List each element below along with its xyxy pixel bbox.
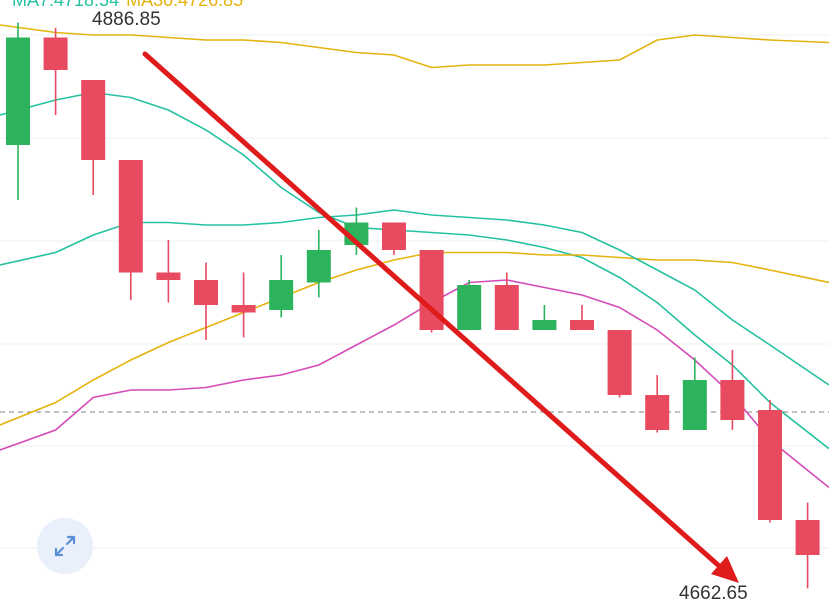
upper-band-line bbox=[0, 24, 829, 69]
trend-arrow bbox=[142, 51, 739, 583]
candle-down bbox=[382, 222, 406, 255]
candle-body bbox=[607, 330, 632, 395]
candle-down bbox=[720, 350, 745, 430]
ma30-legend-text: MA30:4726.85 bbox=[126, 0, 243, 8]
candle-body bbox=[795, 520, 820, 555]
indicator-lines bbox=[0, 24, 829, 489]
candle-body bbox=[570, 320, 594, 330]
candle-body bbox=[758, 410, 782, 520]
candle-down bbox=[795, 502, 820, 589]
candle-body bbox=[269, 280, 294, 310]
candle-up bbox=[532, 305, 557, 330]
candle-up bbox=[306, 230, 331, 298]
candle-up bbox=[6, 22, 30, 200]
expand-chart-button[interactable] bbox=[37, 518, 93, 574]
candle-down bbox=[43, 27, 68, 115]
candle-body bbox=[682, 380, 707, 430]
candle-down bbox=[570, 305, 594, 330]
candle-body bbox=[532, 320, 557, 330]
high-price-label: 4886.85 bbox=[92, 9, 161, 30]
candle-body bbox=[306, 250, 331, 283]
candle-body bbox=[494, 285, 519, 330]
candle-body bbox=[645, 395, 670, 430]
candle-down bbox=[156, 240, 181, 303]
candle-down bbox=[118, 160, 143, 300]
candle-down bbox=[194, 262, 218, 340]
low-price-label: 4662.65 bbox=[679, 583, 748, 604]
ma7-legend-text: MA7:4718.54 bbox=[12, 0, 119, 8]
candle-body bbox=[231, 305, 256, 313]
trend-arrow-head bbox=[711, 556, 739, 583]
candle-up bbox=[682, 357, 707, 430]
candles bbox=[6, 22, 820, 589]
candle-down bbox=[607, 330, 632, 398]
candle-body bbox=[720, 380, 745, 420]
candle-up bbox=[269, 255, 294, 318]
candle-body bbox=[81, 80, 106, 160]
trend-arrow-shaft bbox=[142, 51, 721, 568]
candle-body bbox=[156, 272, 181, 280]
candle-up bbox=[457, 280, 482, 330]
ma7-signal-line bbox=[0, 209, 829, 386]
candle-body bbox=[118, 160, 143, 273]
lower-band-line bbox=[0, 279, 829, 489]
candle-body bbox=[6, 37, 30, 145]
candle-body bbox=[194, 280, 218, 305]
expand-arrows-icon bbox=[54, 535, 76, 557]
candle-down bbox=[758, 400, 782, 523]
candle-body bbox=[43, 37, 68, 70]
candle-down bbox=[81, 80, 106, 195]
candle-body bbox=[382, 222, 406, 250]
candle-down bbox=[231, 272, 256, 338]
candle-down bbox=[645, 375, 670, 433]
candle-down bbox=[494, 272, 519, 330]
ma7-line bbox=[0, 91, 829, 450]
candle-body bbox=[457, 285, 482, 330]
ma-legend: MA7:4718.54 MA30:4726.85 bbox=[12, 0, 243, 8]
ma30-line bbox=[0, 251, 829, 426]
